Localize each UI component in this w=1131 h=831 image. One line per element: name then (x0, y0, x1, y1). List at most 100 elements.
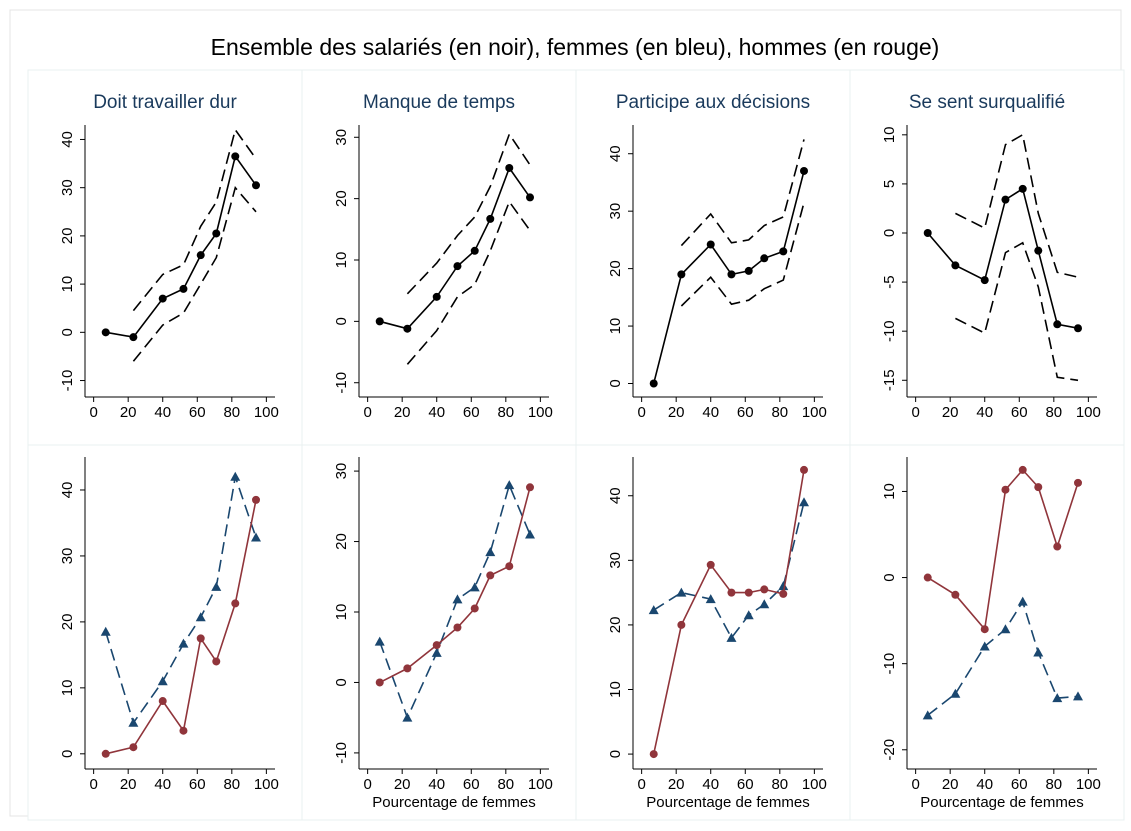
y-tick-label: 30 (607, 203, 624, 220)
y-tick-label: 20 (59, 614, 76, 631)
x-tick-label: 0 (89, 776, 97, 793)
x-tick-label: 60 (737, 404, 754, 421)
y-tick-label: 40 (607, 487, 624, 504)
y-tick-label: 0 (333, 317, 350, 325)
x-tick-label: 40 (976, 404, 993, 421)
y-tick-label: 10 (607, 681, 624, 698)
marker (1001, 195, 1010, 204)
series-line (132, 186, 257, 362)
marker (470, 246, 479, 255)
marker (1053, 320, 1062, 329)
y-tick-label: -20 (881, 739, 898, 761)
x-tick-label: 0 (911, 404, 919, 421)
panel (301, 444, 577, 821)
marker (486, 214, 495, 223)
panel-title: Se sent surqualifié (909, 92, 1065, 113)
marker (980, 625, 989, 634)
x-tick-label: 100 (528, 776, 553, 793)
x-tick-label: 100 (802, 404, 827, 421)
x-tick-label: 0 (911, 776, 919, 793)
marker (676, 587, 687, 597)
x-tick-label: 80 (771, 776, 788, 793)
y-tick-label: 0 (607, 750, 624, 758)
series-line (105, 154, 257, 338)
marker (469, 582, 480, 592)
marker (402, 712, 413, 722)
y-tick-label: -10 (881, 653, 898, 675)
y-tick-label: 0 (881, 229, 898, 237)
series-line (104, 476, 257, 725)
marker (1018, 184, 1027, 193)
series-line (406, 132, 531, 295)
marker (525, 529, 535, 539)
x-tick-label: 20 (394, 776, 411, 793)
y-tick-label: 40 (607, 145, 624, 162)
y-tick-label: 10 (607, 318, 624, 335)
series-line (680, 139, 805, 247)
x-axis-label: Pourcentage de femmes (920, 794, 1083, 811)
panel-title: Doit travailler dur (93, 92, 237, 113)
panel (575, 444, 851, 821)
y-tick-label: 30 (607, 552, 624, 569)
y-tick-label: 40 (59, 482, 76, 499)
marker (212, 657, 221, 666)
marker (649, 750, 658, 759)
marker (1033, 647, 1044, 657)
y-tick-label: -10 (59, 370, 76, 392)
y-tick-label: 30 (59, 548, 76, 565)
x-tick-label: 20 (668, 776, 685, 793)
y-tick-label: 0 (59, 328, 76, 336)
marker (799, 497, 809, 507)
y-tick-label: 20 (59, 228, 76, 245)
marker (211, 581, 222, 591)
x-tick-label: 60 (189, 404, 206, 421)
marker (230, 471, 241, 481)
marker (453, 623, 462, 632)
x-tick-label: 40 (154, 404, 171, 421)
marker (452, 594, 463, 604)
marker (779, 247, 788, 256)
marker (505, 562, 514, 571)
x-tick-label: 80 (223, 776, 240, 793)
marker (158, 697, 167, 706)
marker (1034, 483, 1043, 492)
marker (1034, 246, 1043, 255)
y-tick-label: 0 (59, 750, 76, 758)
marker (1073, 691, 1083, 701)
x-tick-label: 0 (637, 776, 645, 793)
y-tick-label: 0 (607, 379, 624, 387)
series-line (955, 133, 1079, 278)
x-tick-label: 20 (394, 404, 411, 421)
y-tick-label: -10 (881, 320, 898, 342)
y-tick-label: 20 (607, 617, 624, 634)
y-tick-label: 10 (59, 680, 76, 697)
x-tick-label: 20 (120, 776, 137, 793)
series-line (105, 499, 257, 755)
marker (726, 632, 737, 642)
marker (375, 317, 384, 326)
marker (505, 163, 514, 172)
marker (100, 626, 111, 636)
marker (705, 594, 716, 604)
series-line (406, 200, 531, 365)
x-tick-label: 80 (1045, 404, 1062, 421)
series-line (927, 468, 1079, 632)
marker (526, 193, 534, 202)
y-tick-label: 30 (333, 463, 350, 480)
y-tick-label: 5 (881, 180, 898, 188)
marker (980, 276, 989, 285)
marker (922, 710, 933, 720)
marker (403, 664, 412, 673)
series-line (955, 241, 1079, 382)
marker (129, 743, 138, 752)
y-tick-label: 10 (881, 126, 898, 143)
marker (1052, 693, 1063, 703)
marker (157, 676, 168, 686)
x-tick-label: 0 (637, 404, 645, 421)
y-tick-label: 30 (59, 179, 76, 196)
series-line (378, 482, 531, 720)
marker (951, 590, 960, 599)
panel-title: Manque de temps (363, 92, 515, 113)
panel (849, 69, 1125, 446)
